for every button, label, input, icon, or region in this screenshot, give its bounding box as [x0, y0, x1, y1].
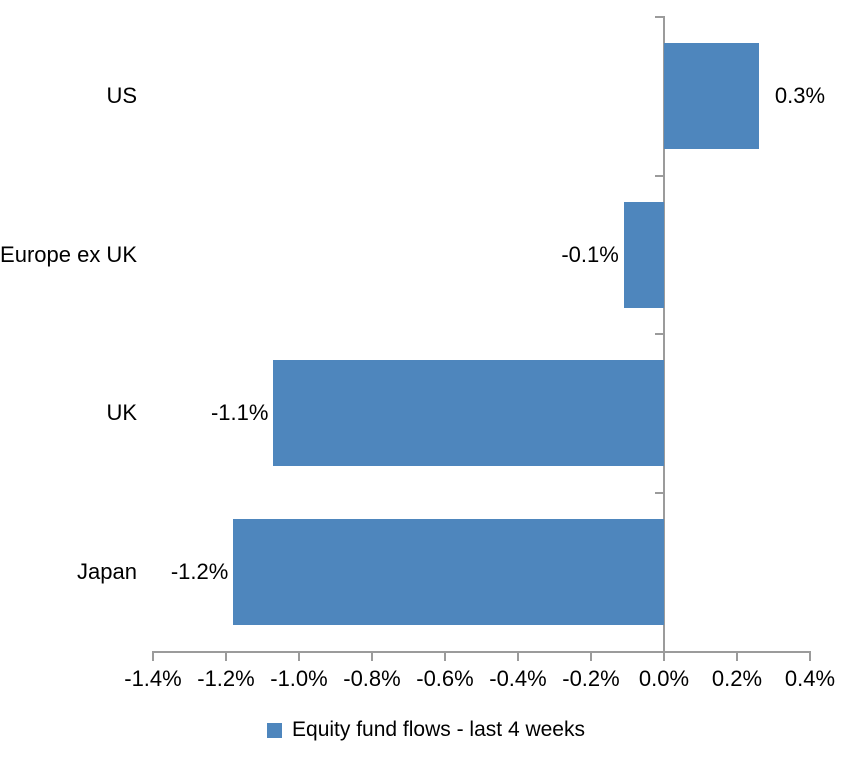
x-axis-tick: [298, 653, 300, 661]
y-axis-tick: [655, 16, 663, 18]
x-axis-tick: [225, 653, 227, 661]
category-label-europe-ex-uk: Europe ex UK: [0, 241, 137, 267]
x-tick-label: -1.4%: [124, 666, 182, 691]
data-label-japan: -1.2%: [170, 558, 229, 584]
x-tick-label: 0.4%: [784, 666, 836, 691]
data-label-us: 0.3%: [774, 83, 826, 109]
y-axis-tick: [655, 491, 663, 494]
x-axis-tick: [517, 653, 519, 661]
data-label-europe-ex-uk: -0.1%: [561, 241, 619, 267]
x-axis-tick: [590, 653, 592, 661]
category-label-us: US: [106, 83, 137, 109]
x-axis-tick: [663, 653, 665, 661]
x-tick-label: -0.8%: [343, 666, 401, 691]
category-label-japan: Japan: [77, 558, 137, 584]
bar-us: [664, 43, 759, 150]
y-axis-line: [663, 16, 665, 654]
x-tick-label: -0.6%: [416, 666, 474, 691]
x-axis-tick: [736, 653, 738, 661]
x-axis-line: [152, 651, 811, 653]
x-tick-label: -1.2%: [197, 666, 255, 691]
x-axis-tick: [152, 653, 154, 661]
x-axis-tick: [809, 653, 811, 661]
x-tick-label: -1.0%: [270, 666, 328, 691]
y-axis-tick: [655, 333, 663, 335]
x-axis-tick: [371, 653, 373, 661]
legend: Equity fund flows - last 4 weeks: [0, 712, 852, 748]
legend-label: Equity fund flows - last 4 weeks: [292, 718, 585, 741]
category-label-uk: UK: [106, 400, 137, 426]
x-tick-label: -0.4%: [489, 666, 547, 691]
bar-japan: [233, 518, 664, 625]
x-tick-label: -0.2%: [562, 666, 620, 691]
bar-europe-ex-uk: [623, 201, 664, 308]
legend-swatch-icon: [267, 722, 283, 738]
x-axis-tick: [444, 653, 446, 661]
bar-uk: [273, 360, 664, 467]
data-label-uk: -1.1%: [210, 400, 269, 426]
x-tick-label: 0.2%: [711, 666, 763, 691]
y-axis-tick: [655, 174, 663, 177]
x-tick-label: 0.0%: [638, 666, 690, 691]
